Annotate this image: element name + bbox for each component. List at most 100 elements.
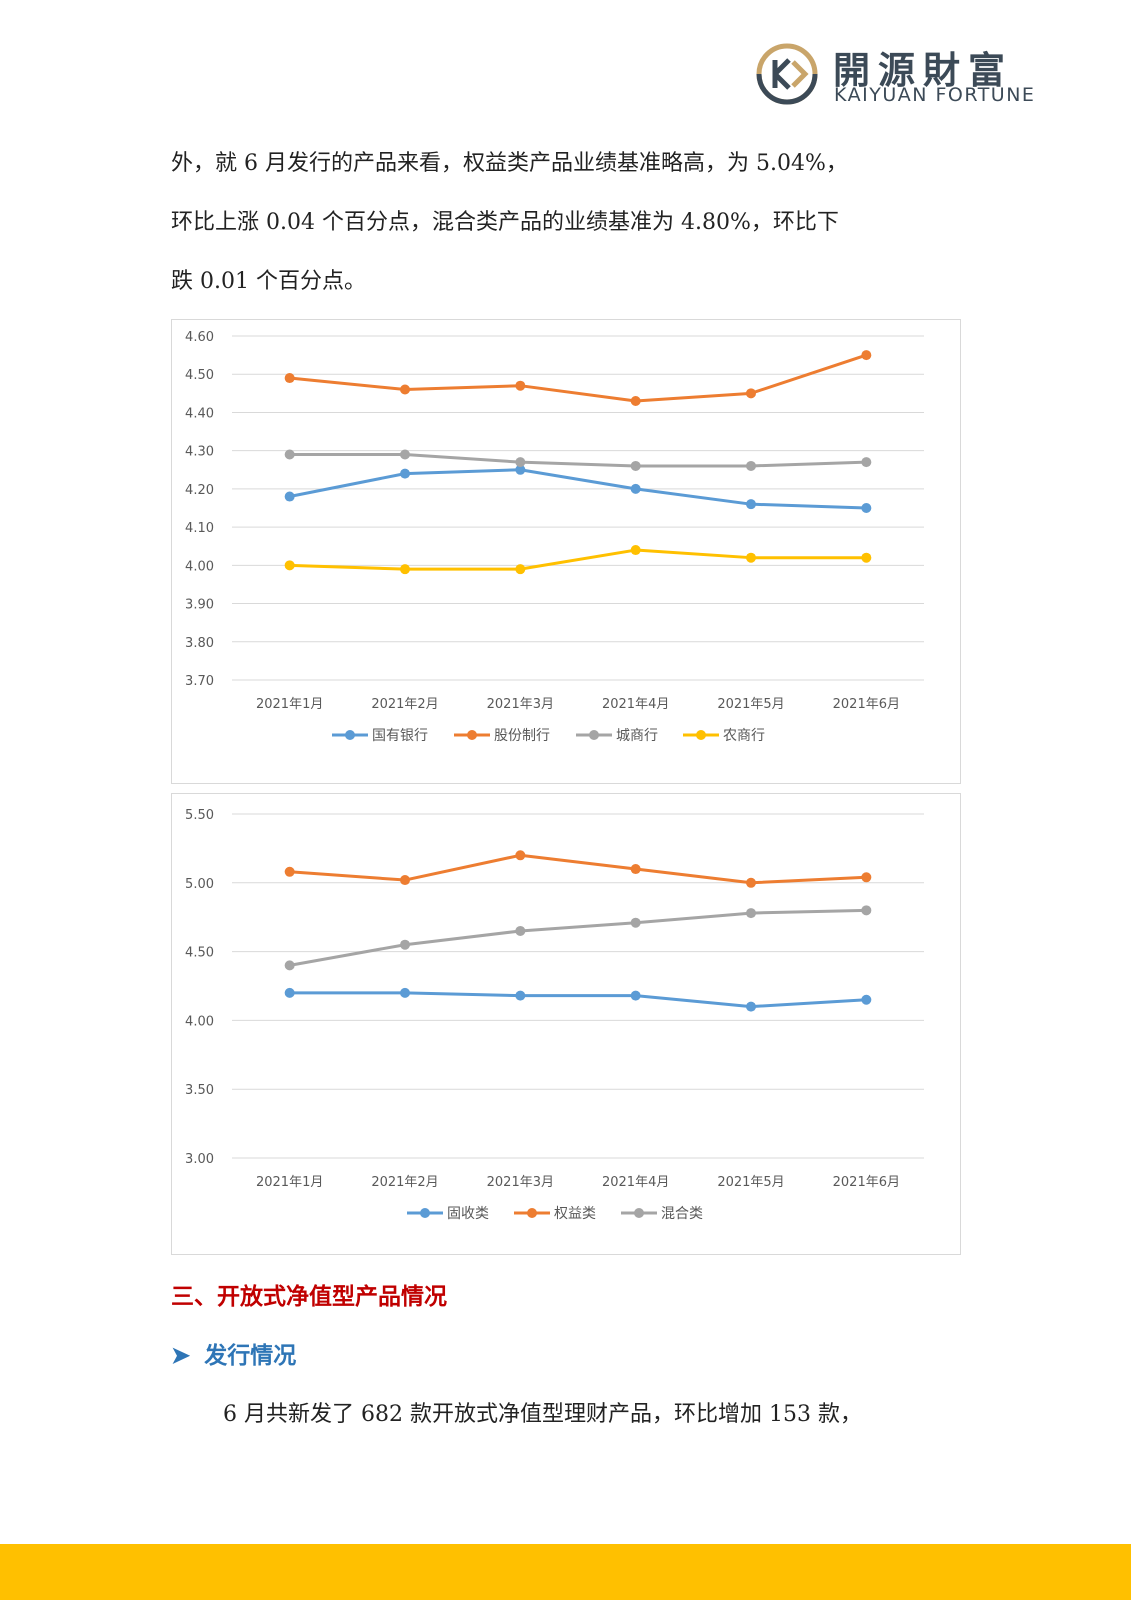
legend-label: 股份制行 bbox=[494, 728, 550, 744]
data-point bbox=[284, 491, 295, 502]
data-point bbox=[284, 373, 295, 384]
y-tick-label: 3.90 bbox=[185, 598, 214, 613]
data-point bbox=[515, 564, 526, 575]
x-tick-label: 2021年2月 bbox=[371, 1175, 438, 1190]
data-point bbox=[746, 552, 756, 563]
y-tick-label: 4.10 bbox=[185, 521, 214, 536]
legend-label: 国有银行 bbox=[372, 728, 428, 744]
y-tick-label: 5.00 bbox=[185, 877, 214, 892]
data-point bbox=[861, 905, 872, 916]
x-tick-label: 2021年5月 bbox=[717, 1175, 784, 1190]
logo-name-cn: 開源財富 bbox=[833, 49, 1013, 92]
y-tick-label: 4.00 bbox=[185, 559, 214, 574]
data-point bbox=[284, 560, 295, 571]
arrow-right-icon: ➤ bbox=[171, 1342, 191, 1369]
y-tick-label: 4.30 bbox=[185, 445, 214, 460]
data-point bbox=[400, 384, 410, 395]
footer-bar bbox=[0, 1544, 1131, 1600]
chart-product-type-benchmark: 5.50 5.00 4.50 4.00 3.50 3.00 2021年1月 2021年2月 20… bbox=[171, 793, 961, 1255]
data-point bbox=[861, 552, 872, 563]
data-point bbox=[400, 987, 410, 998]
data-point bbox=[284, 449, 295, 460]
paragraph-line: 6 月共新发了 682 款开放式净值型理财产品，环比增加 153 款， bbox=[223, 1402, 862, 1427]
data-point bbox=[400, 449, 410, 460]
section-title: 三、开放式净值型产品情况 bbox=[171, 1283, 447, 1310]
subsection-label: 发行情况 bbox=[204, 1342, 297, 1369]
company-logo: 開源財富 KAIYUAN FORTUNE bbox=[755, 42, 1055, 112]
data-point bbox=[630, 460, 641, 471]
y-tick-label: 3.70 bbox=[185, 674, 214, 689]
data-point bbox=[861, 457, 872, 468]
series-line-国有银行 bbox=[289, 468, 867, 510]
data-point bbox=[515, 850, 526, 861]
series-line-城商行 bbox=[289, 452, 867, 468]
data-point bbox=[861, 350, 872, 361]
legend-label: 农商行 bbox=[723, 728, 765, 744]
logo-name-en: KAIYUAN FORTUNE bbox=[834, 84, 1036, 106]
data-point bbox=[630, 990, 641, 1001]
x-tick-label: 2021年6月 bbox=[833, 1175, 900, 1190]
paragraph-line: 外，就 6 月发行的产品来看，权益类产品业绩基准略高，为 5.04%， bbox=[171, 151, 848, 176]
x-tick-label: 2021年2月 bbox=[371, 697, 438, 712]
y-tick-label: 4.40 bbox=[185, 406, 214, 421]
data-point bbox=[515, 925, 526, 936]
legend-marker bbox=[589, 730, 599, 740]
data-point bbox=[746, 1001, 756, 1012]
data-point bbox=[746, 460, 756, 471]
data-point bbox=[400, 564, 410, 575]
y-tick-label: 3.00 bbox=[185, 1152, 214, 1167]
data-point bbox=[630, 483, 641, 494]
x-tick-label: 2021年6月 bbox=[833, 697, 900, 712]
data-point bbox=[400, 468, 410, 479]
data-point bbox=[515, 457, 526, 468]
series-line-股份制行 bbox=[289, 353, 867, 403]
x-tick-label: 2021年4月 bbox=[602, 1175, 669, 1190]
data-point bbox=[284, 866, 295, 877]
data-point bbox=[284, 960, 295, 971]
x-tick-label: 2021年3月 bbox=[487, 1175, 554, 1190]
data-point bbox=[861, 503, 872, 513]
legend-marker bbox=[527, 1208, 537, 1218]
paragraph-line: 跌 0.01 个百分点。 bbox=[171, 269, 366, 294]
body-paragraph-2: 6 月共新发了 682 款开放式净值型理财产品，环比增加 153 款， bbox=[171, 1385, 971, 1444]
y-tick-label: 4.60 bbox=[185, 330, 214, 345]
data-point bbox=[400, 939, 410, 950]
y-tick-label: 3.80 bbox=[185, 636, 214, 651]
legend-label: 混合类 bbox=[661, 1206, 703, 1222]
line-chart-1: 4.60 4.50 4.40 4.30 4.20 4.10 4.00 3.90 3.80 3.70… bbox=[185, 330, 924, 744]
y-tick-label: 5.50 bbox=[185, 808, 214, 823]
x-tick-label: 2021年1月 bbox=[256, 1175, 323, 1190]
data-point bbox=[630, 545, 641, 556]
y-tick-label: 3.50 bbox=[185, 1083, 214, 1098]
y-tick-label: 4.50 bbox=[185, 946, 214, 961]
data-point bbox=[630, 864, 641, 875]
data-point bbox=[861, 994, 872, 1005]
x-tick-label: 2021年5月 bbox=[717, 697, 784, 712]
data-point bbox=[746, 877, 756, 888]
data-point bbox=[400, 875, 410, 886]
subsection-title: ➤ 发行情况 bbox=[171, 1336, 296, 1370]
series-line-固收类 bbox=[289, 991, 867, 1009]
y-tick-label: 4.50 bbox=[185, 368, 214, 383]
series-line-权益类 bbox=[289, 853, 867, 885]
data-point bbox=[630, 917, 641, 928]
data-point bbox=[284, 987, 295, 998]
line-chart-2: 5.50 5.00 4.50 4.00 3.50 3.00 2021年1月 2021年2月 20… bbox=[185, 808, 924, 1222]
data-point bbox=[515, 464, 526, 475]
paragraph-line: 环比上涨 0.04 个百分点，混合类产品的业绩基准为 4.80%，环比下 bbox=[171, 210, 839, 235]
legend-label: 权益类 bbox=[554, 1206, 596, 1222]
data-point bbox=[515, 380, 526, 391]
legend-marker bbox=[345, 730, 355, 740]
y-tick-label: 4.00 bbox=[185, 1014, 214, 1029]
data-point bbox=[746, 908, 756, 919]
body-paragraph: 外，就 6 月发行的产品来看，权益类产品业绩基准略高，为 5.04%， 环比上涨… bbox=[171, 134, 971, 311]
data-point bbox=[746, 388, 756, 399]
x-tick-label: 2021年4月 bbox=[602, 697, 669, 712]
kaiyuan-logo-icon bbox=[756, 43, 818, 105]
legend-marker bbox=[420, 1208, 430, 1218]
x-tick-label: 2021年3月 bbox=[487, 697, 554, 712]
data-point bbox=[630, 395, 641, 406]
data-point bbox=[746, 499, 756, 510]
data-point bbox=[861, 872, 872, 883]
legend-marker bbox=[696, 730, 706, 740]
